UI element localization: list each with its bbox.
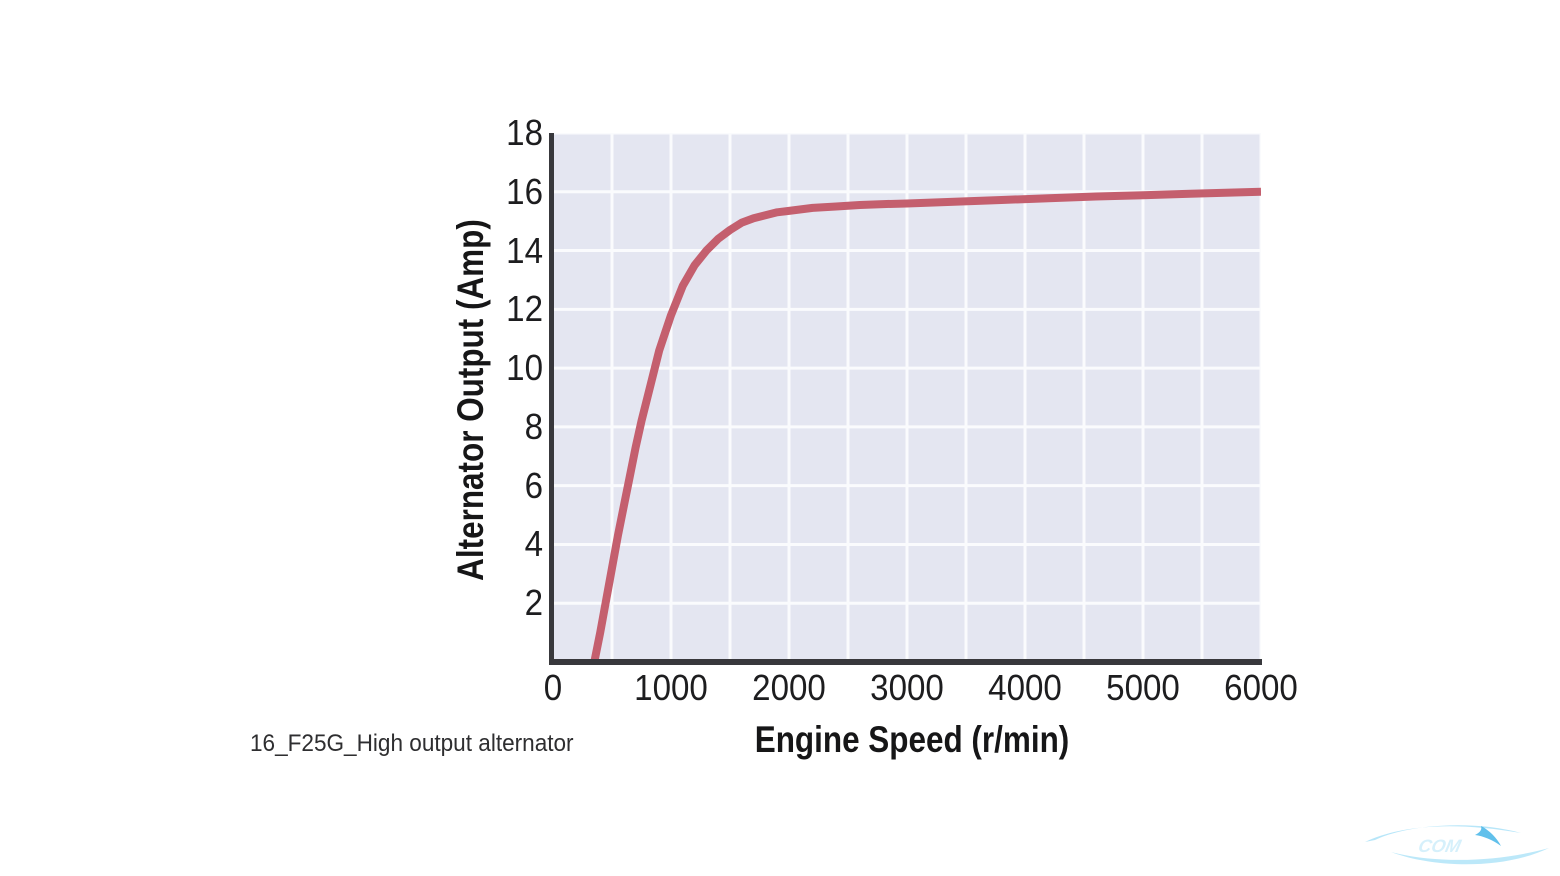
watermark-text: COM: [1417, 836, 1464, 856]
x-tick-label: 5000: [1106, 667, 1180, 708]
wave-logo-watermark: COM: [1365, 825, 1549, 865]
y-tick-label: 6: [524, 464, 543, 506]
wave-fin-icon: [1475, 826, 1501, 846]
y-tick-label: 16: [506, 170, 543, 212]
x-axis-line: [549, 659, 1262, 665]
y-tick-label: 18: [506, 112, 543, 153]
y-tick-label: 4: [524, 523, 543, 565]
x-tick-label: 6000: [1224, 667, 1298, 708]
plot-area: [553, 133, 1261, 662]
x-tick-label: 4000: [988, 667, 1062, 708]
x-tick-label: 0: [543, 667, 563, 708]
y-axis-title-text: Alternator Output (Amp): [450, 219, 491, 581]
y-tick-label: 12: [506, 288, 543, 330]
figure-caption: 16_F25G_High output alternator: [250, 730, 574, 757]
wave-swoosh-bottom-icon: [1391, 848, 1549, 865]
x-tick-label: 2000: [752, 667, 826, 708]
y-tick-label: 10: [506, 347, 543, 389]
y-axis-line: [549, 133, 554, 665]
x-tick-label: 1000: [634, 667, 708, 708]
alternator-output-curve: [590, 187, 1261, 662]
y-tick-label: 2: [524, 582, 543, 624]
y-tick-label: 14: [506, 229, 543, 271]
x-tick-label: 3000: [870, 667, 944, 708]
y-tick-label: 8: [524, 405, 543, 447]
x-axis-title-text: Engine Speed (r/min): [754, 719, 1070, 760]
